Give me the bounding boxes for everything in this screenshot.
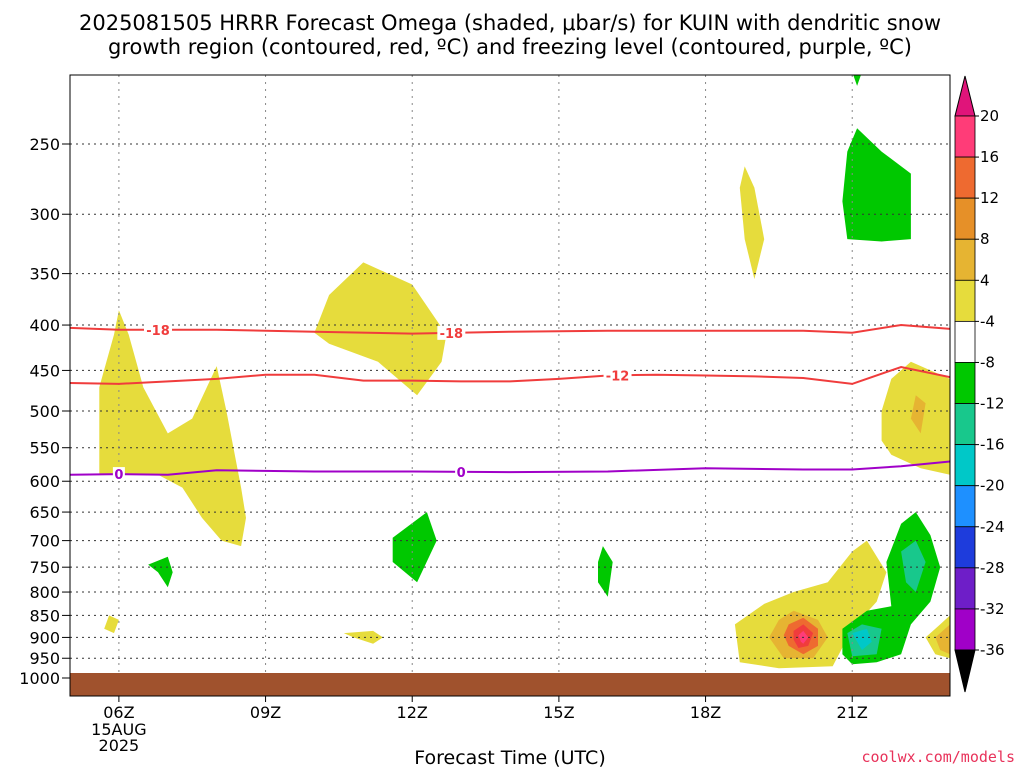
site-credit: coolwx.com/models — [861, 748, 1015, 766]
omega-region-4 — [99, 310, 246, 547]
x-tick-label-06Z: 06Z — [103, 703, 134, 722]
colorbar-label--28: -28 — [980, 559, 1005, 577]
omega-region-4 — [104, 615, 119, 634]
y-tick-label-700: 700 — [29, 532, 60, 551]
colorbar-swatch — [954, 197, 976, 240]
colorbar-label--8: -8 — [980, 353, 995, 371]
contour-label-bg — [112, 467, 125, 482]
colorbar-label-8: 8 — [980, 230, 990, 248]
x-tick-label-09Z: 09Z — [250, 703, 281, 722]
omega-region--4 — [148, 556, 173, 588]
contour-label-bg — [437, 325, 466, 340]
contour-label-bg — [455, 464, 468, 479]
colorbar-label--20: -20 — [980, 477, 1005, 495]
plot-frame — [69, 74, 951, 697]
colorbar-swatch — [954, 156, 976, 199]
colorbar-label-12: 12 — [980, 189, 999, 207]
x-tick-label-21Z: 21Z — [837, 703, 868, 722]
x-tick-label-15Z: 15Z — [543, 703, 574, 722]
colorbar-label--36: -36 — [980, 641, 1005, 659]
colorbar-swatch — [954, 279, 976, 322]
contour-line-0 — [70, 460, 950, 476]
contour-label-bg — [603, 368, 632, 383]
y-tick-label-600: 600 — [29, 472, 60, 491]
y-tick-label-900: 900 — [29, 628, 60, 647]
colorbar-label--4: -4 — [980, 312, 995, 330]
y-tick-label-650: 650 — [29, 503, 60, 522]
colorbar-swatch — [954, 115, 976, 158]
colorbar-swatch — [954, 403, 976, 446]
contour-label-0: 0 — [114, 468, 123, 483]
contour-line--18 — [70, 323, 950, 335]
colorbar-label--12: -12 — [980, 395, 1005, 413]
omega-region-8 — [935, 624, 950, 655]
contour-layer: -18 -18 -12 0 0 — [70, 322, 950, 483]
colorbar-label-20: 20 — [980, 107, 999, 125]
colorbar-label--32: -32 — [980, 600, 1005, 618]
y-tick-label-750: 750 — [29, 558, 60, 577]
chart-title-line1: 2025081505 HRRR Forecast Omega (shaded, … — [79, 11, 941, 35]
y-tick-label-350: 350 — [29, 265, 60, 284]
contour-line--12 — [70, 365, 950, 385]
colorbar-label-4: 4 — [980, 271, 990, 289]
y-axis-ticks: 250 300 350 400 450 500 550 600 650 700 750 800 850 9… — [19, 135, 70, 688]
y-tick-label-850: 850 — [29, 606, 60, 625]
colorbar-label--24: -24 — [980, 518, 1005, 536]
colorbar: 20 16 12 8 4 -4 -8 -12 -16 -20 -24 -28 -32 -36 — [954, 75, 1005, 693]
colorbar-swatch — [954, 320, 976, 363]
y-tick-label-450: 450 — [29, 361, 60, 380]
colorbar-label--16: -16 — [980, 436, 1005, 454]
colorbar-bottom-arrow — [954, 649, 976, 693]
contour-label-0: 0 — [457, 466, 466, 481]
omega-region-8 — [910, 395, 926, 434]
y-tick-label-550: 550 — [29, 439, 60, 458]
x-tick-sublabel: 15AUG — [91, 720, 146, 739]
grid-layer — [70, 75, 950, 696]
omega-shading-layer — [99, 75, 950, 676]
colorbar-swatch — [954, 526, 976, 569]
colorbar-swatch — [954, 444, 976, 487]
colorbar-top-arrow — [954, 75, 976, 117]
omega-region-4 — [343, 630, 383, 644]
y-tick-label-500: 500 — [29, 402, 60, 421]
colorbar-swatch — [954, 485, 976, 528]
contour-label-bg — [144, 322, 172, 337]
omega-region--4 — [392, 512, 437, 583]
omega-region-4 — [314, 262, 447, 396]
colorbar-swatch — [954, 362, 976, 404]
omega-region--4 — [853, 75, 861, 86]
x-axis-title: Forecast Time (UTC) — [414, 747, 605, 768]
chart-title-line2: growth region (contoured, red, ºC) and f… — [108, 35, 912, 59]
y-tick-label-400: 400 — [29, 316, 60, 335]
omega-region-4 — [739, 166, 765, 280]
contour-label--18: -18 — [146, 324, 170, 339]
ground-surface — [70, 673, 950, 696]
colorbar-swatch — [954, 238, 976, 281]
omega-region--8 — [901, 540, 926, 592]
y-tick-label-950: 950 — [29, 649, 60, 668]
y-tick-label-800: 800 — [29, 583, 60, 602]
omega-region--4 — [842, 128, 911, 242]
colorbar-swatch — [954, 608, 976, 651]
x-tick-label-12Z: 12Z — [397, 703, 428, 722]
y-tick-label-300: 300 — [29, 205, 60, 224]
contour-label--12: -12 — [606, 369, 630, 384]
x-tick-label-18Z: 18Z — [690, 703, 721, 722]
colorbar-label-16: 16 — [980, 148, 999, 166]
omega-region--12 — [852, 628, 872, 650]
y-tick-label-250: 250 — [29, 135, 60, 154]
x-tick-sublabel: 2025 — [99, 736, 140, 755]
omega-region--4 — [598, 546, 613, 597]
colorbar-swatch — [954, 567, 976, 610]
y-tick-label-1000: 1000 — [19, 669, 60, 688]
contour-label--18: -18 — [440, 327, 464, 342]
